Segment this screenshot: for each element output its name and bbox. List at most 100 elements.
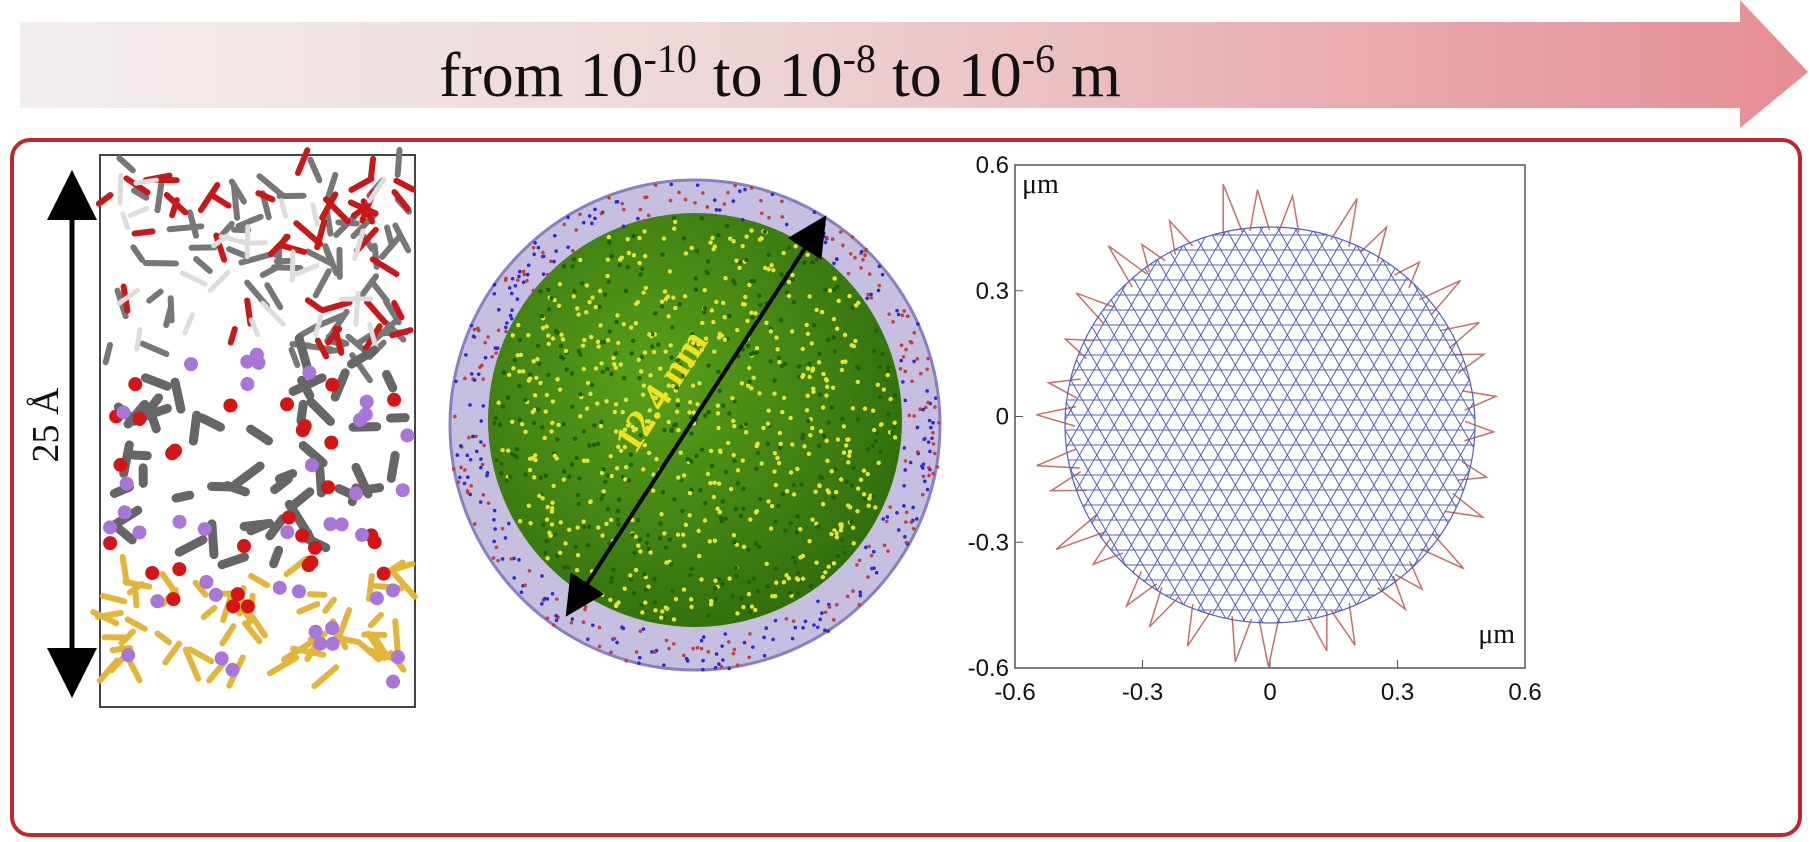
atom — [741, 605, 745, 609]
atom — [737, 266, 741, 270]
atom — [523, 473, 527, 477]
shell-atom — [859, 594, 863, 598]
shell-atom — [486, 335, 490, 339]
y-tick-label: 0.6 — [976, 152, 1009, 179]
atom — [758, 303, 762, 307]
shell-atom — [701, 659, 705, 663]
atom — [823, 570, 827, 574]
atom — [629, 463, 633, 467]
atom — [872, 349, 876, 353]
atom — [682, 543, 686, 547]
atom — [662, 531, 666, 535]
atom — [549, 533, 553, 537]
atom — [684, 251, 688, 255]
shell-atom — [466, 491, 470, 495]
atom — [735, 611, 739, 615]
bond — [234, 187, 237, 217]
atom — [842, 424, 846, 428]
atom — [826, 565, 830, 569]
atom — [777, 360, 781, 364]
atom — [835, 326, 839, 330]
atom — [551, 484, 555, 488]
atom — [688, 573, 692, 577]
shell-atom — [847, 272, 851, 276]
y-tick-label: 0.3 — [976, 278, 1009, 305]
atom — [562, 565, 566, 569]
atom — [645, 541, 649, 545]
atom — [520, 422, 524, 426]
atom — [642, 572, 646, 576]
shell-atom — [825, 236, 829, 240]
shell-atom — [593, 217, 597, 221]
shell-atom — [459, 466, 463, 470]
shell-atom — [895, 309, 899, 313]
shell-atom — [466, 475, 470, 479]
atom — [624, 465, 628, 469]
atom — [778, 431, 782, 435]
atom — [537, 362, 541, 366]
atom — [697, 381, 701, 385]
atom — [839, 477, 843, 481]
shell-atom — [881, 517, 885, 521]
atom — [744, 258, 748, 262]
atom — [545, 556, 549, 560]
atom — [601, 467, 605, 471]
shell-atom — [780, 215, 784, 219]
shell-atom — [723, 632, 727, 636]
atom-li — [391, 650, 405, 664]
atom — [609, 580, 613, 584]
atom — [764, 321, 768, 325]
shell-atom — [868, 272, 872, 276]
shell-atom — [921, 493, 925, 497]
atom — [852, 541, 856, 545]
atom — [582, 338, 586, 342]
shell-atom — [839, 230, 843, 234]
atom — [825, 459, 829, 463]
shell-atom — [516, 278, 520, 282]
shell-atom — [883, 544, 887, 548]
shell-atom — [706, 205, 710, 209]
shell-atom — [832, 262, 836, 266]
atom — [859, 478, 863, 482]
atom — [784, 573, 788, 577]
atom — [776, 504, 780, 508]
atom — [843, 359, 847, 363]
atom — [834, 467, 838, 471]
shell-atom — [545, 616, 549, 620]
atom — [780, 410, 784, 414]
shell-atom — [609, 650, 613, 654]
atom — [632, 253, 636, 257]
atom — [847, 454, 851, 458]
shell-atom — [866, 575, 870, 579]
atom — [851, 466, 855, 470]
atom — [501, 370, 505, 374]
atom — [619, 449, 623, 453]
atom — [517, 418, 521, 422]
mesh-line — [1772, 185, 1810, 665]
atom — [563, 541, 567, 545]
atom — [796, 577, 800, 581]
atom-li — [400, 428, 414, 442]
shell-atom — [454, 380, 458, 384]
shell-atom — [824, 241, 828, 245]
atom — [717, 481, 721, 485]
atom — [616, 522, 620, 526]
shell-atom — [497, 308, 501, 312]
atom — [506, 395, 510, 399]
shell-atom — [685, 657, 689, 661]
atom — [517, 369, 521, 373]
shell-atom — [549, 260, 553, 264]
atom-o — [324, 436, 338, 450]
atom — [678, 302, 682, 306]
atom — [599, 361, 603, 365]
atom — [528, 376, 532, 380]
atom — [492, 421, 496, 425]
bond — [146, 263, 176, 264]
mesh-line — [1599, 185, 1810, 665]
shell-atom — [926, 488, 930, 492]
atom — [634, 568, 638, 572]
atom-li — [103, 520, 117, 534]
atom — [663, 289, 667, 293]
shell-atom — [826, 629, 830, 633]
shell-atom — [869, 296, 873, 300]
